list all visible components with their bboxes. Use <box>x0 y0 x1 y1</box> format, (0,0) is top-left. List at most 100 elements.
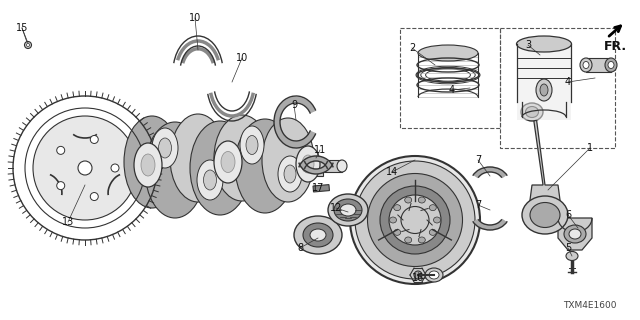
Ellipse shape <box>433 217 440 223</box>
Ellipse shape <box>522 196 568 234</box>
Ellipse shape <box>90 193 99 201</box>
Bar <box>517 44 571 120</box>
Text: 14: 14 <box>386 167 398 177</box>
Ellipse shape <box>152 128 178 168</box>
Ellipse shape <box>57 146 65 154</box>
Ellipse shape <box>197 160 223 200</box>
Ellipse shape <box>425 268 443 282</box>
Ellipse shape <box>296 146 320 182</box>
Ellipse shape <box>605 58 617 72</box>
Bar <box>307 160 342 172</box>
Ellipse shape <box>340 204 356 216</box>
Ellipse shape <box>78 161 92 175</box>
Text: 1: 1 <box>587 143 593 153</box>
Polygon shape <box>558 218 592 250</box>
Ellipse shape <box>26 44 29 46</box>
Text: 17: 17 <box>312 183 324 193</box>
Text: 7: 7 <box>475 155 481 165</box>
Ellipse shape <box>429 229 436 235</box>
Ellipse shape <box>214 115 270 201</box>
Ellipse shape <box>540 84 548 96</box>
Ellipse shape <box>145 122 205 218</box>
Ellipse shape <box>235 119 295 213</box>
Ellipse shape <box>246 135 258 155</box>
Ellipse shape <box>159 138 172 158</box>
Ellipse shape <box>367 173 463 267</box>
Ellipse shape <box>278 156 302 192</box>
Text: 11: 11 <box>314 145 326 155</box>
Text: 9: 9 <box>291 100 297 110</box>
Ellipse shape <box>294 216 342 254</box>
Text: 3: 3 <box>525 40 531 50</box>
Text: 7: 7 <box>475 200 481 210</box>
Ellipse shape <box>221 151 235 172</box>
Ellipse shape <box>566 252 578 260</box>
Bar <box>313 185 330 192</box>
Bar <box>128 158 323 176</box>
Ellipse shape <box>337 160 347 172</box>
Text: 5: 5 <box>565 243 571 253</box>
Ellipse shape <box>580 58 592 72</box>
Ellipse shape <box>394 229 401 235</box>
Ellipse shape <box>350 156 480 284</box>
Ellipse shape <box>190 121 250 215</box>
Ellipse shape <box>525 107 538 117</box>
Text: 12: 12 <box>330 203 342 213</box>
Ellipse shape <box>355 161 475 279</box>
Ellipse shape <box>111 164 119 172</box>
Ellipse shape <box>394 205 401 211</box>
Ellipse shape <box>516 36 572 52</box>
Ellipse shape <box>380 186 450 254</box>
Ellipse shape <box>302 160 312 172</box>
Ellipse shape <box>310 229 326 241</box>
Text: 4: 4 <box>565 77 571 87</box>
Ellipse shape <box>401 206 429 234</box>
Text: 2: 2 <box>409 43 415 53</box>
Text: 8: 8 <box>297 243 303 253</box>
Ellipse shape <box>389 195 441 245</box>
Ellipse shape <box>608 61 614 68</box>
Text: FR.: FR. <box>604 40 627 53</box>
Ellipse shape <box>214 141 242 183</box>
Bar <box>500 28 615 148</box>
Ellipse shape <box>90 135 99 143</box>
Ellipse shape <box>303 223 333 247</box>
Ellipse shape <box>414 271 422 279</box>
Ellipse shape <box>521 103 543 121</box>
Ellipse shape <box>170 114 226 202</box>
Ellipse shape <box>24 42 31 49</box>
Ellipse shape <box>240 126 264 164</box>
Text: 6: 6 <box>565 210 571 220</box>
Ellipse shape <box>419 197 426 203</box>
Text: 10: 10 <box>189 13 201 23</box>
Text: 13: 13 <box>62 217 74 227</box>
Ellipse shape <box>33 116 137 220</box>
Ellipse shape <box>134 143 162 187</box>
Ellipse shape <box>569 229 581 239</box>
Ellipse shape <box>124 116 180 208</box>
Bar <box>586 58 611 72</box>
Ellipse shape <box>418 45 478 61</box>
Ellipse shape <box>583 61 589 68</box>
Ellipse shape <box>404 237 412 243</box>
Text: 16: 16 <box>412 273 424 283</box>
Ellipse shape <box>419 237 426 243</box>
Ellipse shape <box>404 197 412 203</box>
Ellipse shape <box>328 194 368 226</box>
Ellipse shape <box>564 225 586 243</box>
Ellipse shape <box>429 271 439 279</box>
Ellipse shape <box>262 118 314 202</box>
Ellipse shape <box>204 170 216 190</box>
Ellipse shape <box>390 217 397 223</box>
Ellipse shape <box>284 165 296 183</box>
Polygon shape <box>528 108 560 220</box>
Ellipse shape <box>536 79 552 101</box>
Text: 4: 4 <box>449 85 455 95</box>
Ellipse shape <box>334 199 362 221</box>
Ellipse shape <box>57 182 65 190</box>
Text: TXM4E1600: TXM4E1600 <box>563 301 617 310</box>
Text: 10: 10 <box>236 53 248 63</box>
Ellipse shape <box>530 203 560 228</box>
Ellipse shape <box>429 205 436 211</box>
Bar <box>400 28 500 128</box>
